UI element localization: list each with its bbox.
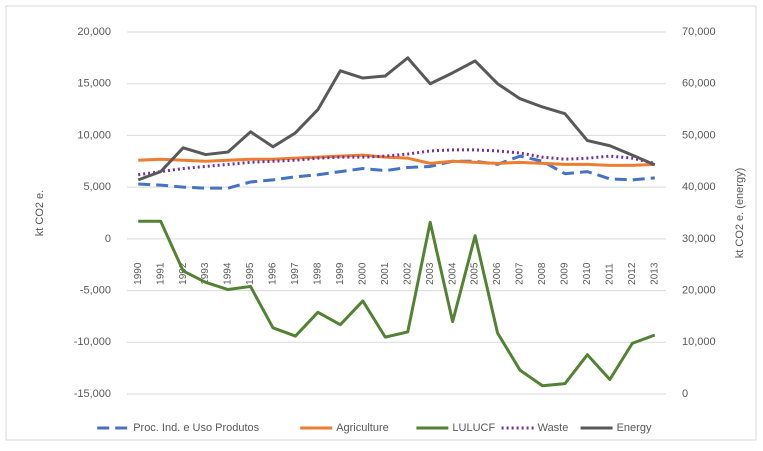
y2-tick-label: 20,000	[682, 284, 716, 296]
y2-tick-label: 50,000	[682, 129, 716, 141]
legend-label: Proc. Ind. e Uso Produtos	[133, 422, 259, 434]
legend-label: Energy	[617, 422, 652, 434]
x-tick-label: 1990	[133, 262, 144, 285]
x-tick-label: 2006	[492, 262, 503, 285]
y2-tick-label: 60,000	[682, 78, 716, 90]
x-tick-label: 2012	[627, 262, 638, 285]
y-tick-label: -10,000	[74, 336, 111, 348]
x-tick-label: 1994	[223, 262, 234, 285]
x-tick-label: 2011	[604, 263, 615, 285]
y2-tick-label: 10,000	[682, 336, 716, 348]
legend-label: Agriculture	[336, 422, 389, 434]
legend-label: LULUCF	[452, 422, 495, 434]
x-tick-label: 2005	[470, 262, 481, 285]
legend-label: Waste	[538, 422, 569, 434]
y-axis-label: kt CO2 e.	[34, 190, 46, 236]
y-tick-label: -15,000	[74, 388, 111, 400]
y-tick-label: 0	[105, 233, 111, 245]
line-series	[138, 153, 655, 167]
line-series	[137, 56, 656, 182]
y2-tick-label: 70,000	[682, 26, 716, 38]
x-tick-label: 2002	[402, 262, 413, 285]
y-tick-label: 20,000	[77, 26, 111, 38]
x-tick-label: 2013	[649, 262, 660, 285]
x-tick-label: 2009	[560, 262, 571, 285]
x-tick-label: 1998	[313, 262, 324, 285]
x-tick-label: 2010	[582, 262, 593, 285]
x-tick-label: 2003	[425, 262, 436, 285]
x-tick-label: 1999	[335, 262, 346, 285]
y2-tick-label: 0	[682, 388, 688, 400]
y-tick-label: 15,000	[77, 78, 111, 90]
y2-axis-label: kt CO2 e. (energy)	[734, 168, 746, 258]
x-tick-label: 1996	[268, 262, 279, 285]
x-tick-label: 2004	[447, 262, 458, 285]
x-tick-label: 1993	[200, 262, 211, 285]
x-tick-label: 2000	[357, 262, 368, 285]
line-series	[138, 148, 656, 177]
x-tick-label: 1995	[245, 262, 256, 285]
y2-tick-label: 40,000	[682, 181, 716, 193]
line-series	[138, 219, 656, 388]
y-tick-label: 5,000	[83, 181, 111, 193]
x-tick-label: 2001	[380, 262, 391, 285]
y-tick-label: 10,000	[77, 129, 111, 141]
chart-frame	[5, 5, 757, 441]
y2-tick-label: 30,000	[682, 233, 716, 245]
x-tick-label: 1992	[178, 262, 189, 285]
x-tick-label: 1991	[155, 262, 166, 285]
x-tick-label: 1997	[290, 262, 301, 285]
x-tick-label: 2008	[537, 262, 548, 285]
x-tick-label: 2007	[515, 262, 526, 285]
y-tick-label: -5,000	[80, 284, 111, 296]
line-series	[138, 154, 655, 190]
